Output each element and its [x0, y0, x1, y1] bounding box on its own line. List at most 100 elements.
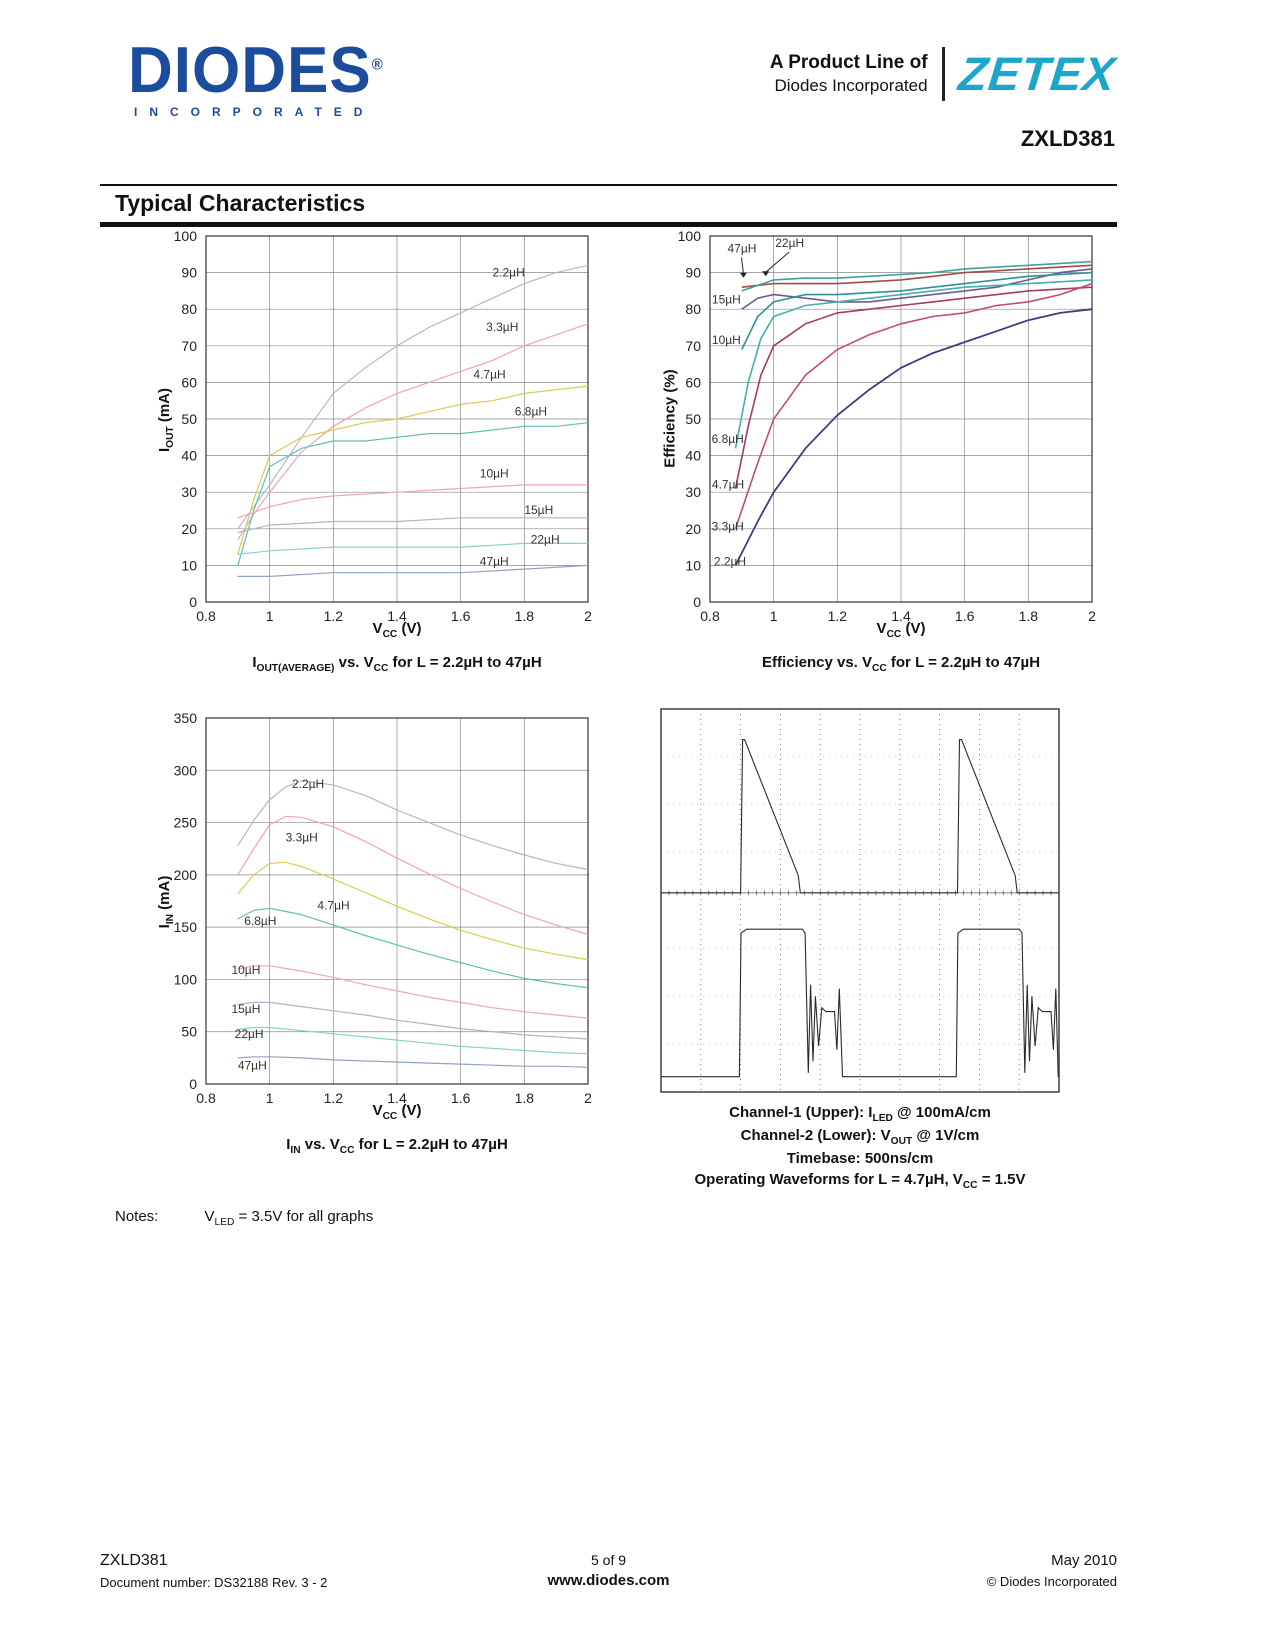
svg-text:2: 2: [584, 608, 592, 624]
footer-part-number: ZXLD381: [100, 1552, 168, 1569]
diodes-logo: DIODES® INCORPORATED: [128, 34, 384, 119]
svg-text:1.6: 1.6: [451, 608, 471, 624]
svg-text:50: 50: [685, 411, 701, 427]
svg-text:22µH: 22µH: [235, 1027, 264, 1041]
svg-text:47µH: 47µH: [480, 554, 509, 568]
footer-copyright: © Diodes Incorporated: [986, 1574, 1117, 1589]
oscilloscope-canvas: [660, 708, 1060, 1093]
scope-caption-channel1: Channel-1 (Upper): ILED @ 100mA/cm: [729, 1104, 991, 1124]
chart-caption-efficiency: Efficiency vs. VCC for L = 2.2µH to 47µH: [761, 654, 1041, 674]
svg-text:15µH: 15µH: [231, 1002, 260, 1016]
svg-text:22µH: 22µH: [775, 236, 804, 250]
chart-iin-vs-vcc: IIN vs. VCC for L = 2.2µH to 47µH 0.8 1 1.…: [148, 710, 618, 1180]
svg-text:1.2: 1.2: [324, 608, 344, 624]
chart-caption-iout: IOUT(AVERAGE) vs. VCC for L = 2.2µH to 4…: [252, 654, 542, 674]
part-number: ZXLD381: [1020, 126, 1115, 151]
svg-text:1.8: 1.8: [1019, 608, 1039, 624]
svg-text:150: 150: [174, 919, 198, 935]
svg-text:60: 60: [685, 374, 701, 390]
svg-text:0: 0: [189, 594, 197, 610]
svg-text:10µH: 10µH: [480, 467, 509, 481]
svg-text:4.7µH: 4.7µH: [473, 368, 505, 382]
svg-text:1.6: 1.6: [955, 608, 975, 624]
scope-caption-channel2: Channel-2 (Lower): VOUT @ 1V/cm: [740, 1127, 980, 1147]
notes-label: Notes:: [115, 1208, 159, 1225]
svg-text:300: 300: [174, 762, 198, 778]
svg-text:3.3µH: 3.3µH: [286, 830, 318, 844]
diodes-logo-word: DIODES®: [128, 34, 384, 107]
svg-text:10: 10: [181, 557, 197, 573]
scope-caption-timebase: Timebase: 500ns/cm: [786, 1150, 934, 1167]
svg-text:3.3µH: 3.3µH: [486, 320, 518, 334]
svg-text:90: 90: [181, 265, 197, 281]
header-divider: [941, 46, 945, 101]
svg-text:40: 40: [181, 448, 197, 464]
svg-text:70: 70: [181, 338, 197, 354]
svg-text:50: 50: [181, 1024, 197, 1040]
svg-text:1: 1: [266, 1090, 274, 1106]
svg-text:4.7µH: 4.7µH: [317, 898, 349, 912]
svg-text:200: 200: [174, 867, 198, 883]
header-rule: [100, 184, 1117, 186]
footer: ZXLD381 Document number: DS32188 Rev. 3 …: [100, 1552, 1117, 1590]
section-title: Typical Characteristics: [115, 190, 366, 216]
chart-canvas: 0.8 1 1.2 1.4 1.6 1.8 201020304050607080901002…: [174, 228, 592, 624]
svg-text:0.8: 0.8: [700, 608, 720, 624]
footer-website-link[interactable]: www.diodes.com: [547, 1572, 670, 1589]
chart-caption-iin: IIN vs. VCC for L = 2.2µH to 47µH: [286, 1136, 508, 1156]
svg-text:80: 80: [181, 301, 197, 317]
svg-text:6.8µH: 6.8µH: [515, 404, 547, 418]
svg-text:30: 30: [181, 484, 197, 500]
svg-text:50: 50: [181, 411, 197, 427]
footer-right: May 2010 © Diodes Incorporated: [778, 1552, 1117, 1590]
svg-text:10µH: 10µH: [712, 333, 741, 347]
svg-text:10µH: 10µH: [231, 963, 260, 977]
svg-text:0: 0: [189, 1076, 197, 1092]
footer-date: May 2010: [1051, 1552, 1117, 1569]
product-line-company: Diodes Incorporated: [774, 75, 928, 95]
svg-text:2.2µH: 2.2µH: [493, 265, 525, 279]
registered-trademark-icon: ®: [371, 55, 384, 74]
svg-text:20: 20: [685, 521, 701, 537]
svg-text:80: 80: [685, 301, 701, 317]
chart-iout-vs-vcc: IOUT(AVERAGE) vs. VCC for L = 2.2µH to 4…: [148, 228, 618, 698]
svg-text:10: 10: [685, 557, 701, 573]
svg-text:15µH: 15µH: [524, 503, 553, 517]
svg-text:1: 1: [266, 608, 274, 624]
svg-text:6.8µH: 6.8µH: [244, 914, 276, 928]
svg-text:2: 2: [584, 1090, 592, 1106]
svg-text:1.8: 1.8: [515, 608, 535, 624]
svg-text:100: 100: [174, 228, 198, 244]
svg-text:250: 250: [174, 815, 198, 831]
svg-text:70: 70: [685, 338, 701, 354]
svg-text:1.2: 1.2: [828, 608, 848, 624]
svg-text:47µH: 47µH: [728, 241, 757, 255]
svg-text:2.2µH: 2.2µH: [292, 777, 324, 791]
svg-text:30: 30: [685, 484, 701, 500]
notes-text: VLED = 3.5V for all graphs: [204, 1208, 374, 1228]
scope-caption-conditions: Operating Waveforms for L = 4.7µH, VCC =…: [694, 1171, 1026, 1191]
zetex-logo: ZETEX: [955, 47, 1118, 100]
svg-text:90: 90: [685, 265, 701, 281]
diodes-logo-subtitle: INCORPORATED: [134, 105, 375, 119]
svg-text:6.8µH: 6.8µH: [712, 432, 744, 446]
svg-text:22µH: 22µH: [531, 532, 560, 546]
y-axis-label: IIN (mA): [156, 875, 176, 929]
section-title-rule: [100, 222, 1117, 227]
svg-text:100: 100: [678, 228, 702, 244]
svg-text:15µH: 15µH: [712, 293, 741, 307]
svg-text:1.4: 1.4: [891, 608, 911, 624]
svg-text:20: 20: [181, 521, 197, 537]
svg-text:1.4: 1.4: [387, 608, 407, 624]
footer-doc-number: Document number: DS32188 Rev. 3 - 2: [100, 1575, 328, 1590]
svg-text:350: 350: [174, 710, 198, 726]
x-axis-label: VCC (V): [372, 620, 422, 640]
chart-efficiency-vs-vcc: Efficiency vs. VCC for L = 2.2µH to 47µH…: [652, 228, 1122, 698]
svg-text:3.3µH: 3.3µH: [712, 520, 744, 534]
notes: Notes: VLED = 3.5V for all graphs: [115, 1208, 373, 1228]
svg-text:0.8: 0.8: [196, 608, 216, 624]
svg-text:40: 40: [685, 448, 701, 464]
chart-operating-waveforms: Channel-1 (Upper): ILED @ 100mA/cm Chann…: [660, 708, 1060, 1191]
svg-text:0.8: 0.8: [196, 1090, 216, 1106]
svg-text:1.8: 1.8: [515, 1090, 535, 1106]
